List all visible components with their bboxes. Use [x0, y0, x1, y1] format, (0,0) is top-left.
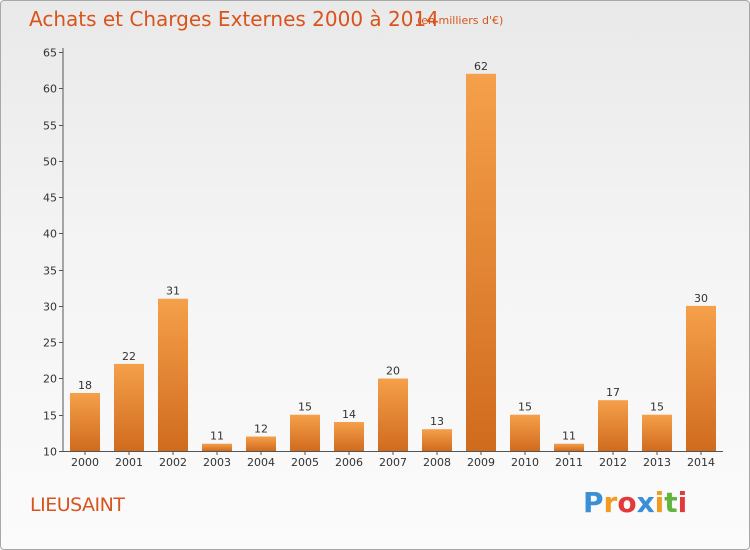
- y-tick-label: 50: [43, 156, 57, 169]
- bar: [686, 305, 716, 451]
- commune-name: LIEUSAINT: [30, 494, 125, 516]
- proxiti-logo: Proxiti: [583, 486, 687, 519]
- bar-value-label: 31: [166, 285, 180, 298]
- x-tick-label: 2006: [335, 456, 363, 469]
- bar: [554, 443, 584, 451]
- x-tick-label: 2000: [71, 456, 99, 469]
- x-tick-label: 2002: [159, 456, 187, 469]
- y-tick-label: 30: [43, 301, 57, 314]
- bar-value-label: 30: [694, 292, 708, 305]
- bar-value-label: 15: [650, 401, 664, 414]
- bar: [466, 73, 496, 452]
- logo-letter: i: [654, 486, 665, 519]
- bar: [114, 363, 144, 451]
- chart-axes: 10 15 20 25 30 35 40 45 50 55 60 65: [43, 47, 723, 459]
- bar-value-label: 14: [342, 408, 356, 421]
- bar-value-label: 11: [562, 430, 576, 443]
- logo-letter: x: [636, 486, 655, 519]
- bar: [598, 400, 628, 451]
- logo-letter: o: [617, 486, 637, 519]
- bar-value-label: 15: [298, 401, 312, 414]
- x-tick-label: 2004: [247, 456, 275, 469]
- bar: [202, 443, 232, 451]
- x-tick-label: 2005: [291, 456, 319, 469]
- bar: [422, 429, 452, 451]
- logo-letter: P: [583, 486, 604, 519]
- logo-letter: r: [603, 486, 618, 519]
- bar: [70, 393, 100, 451]
- x-tick-label: 2001: [115, 456, 143, 469]
- y-tick-label: 40: [43, 228, 57, 241]
- logo-letter: i: [677, 486, 688, 519]
- y-tick-label: 10: [43, 446, 57, 459]
- bar: [290, 414, 320, 451]
- x-tick-label: 2007: [379, 456, 407, 469]
- bar-value-label: 18: [78, 379, 92, 392]
- y-tick-label: 15: [43, 410, 57, 423]
- x-tick-label: 2014: [687, 456, 715, 469]
- bar-value-label: 13: [430, 415, 444, 428]
- bar: [246, 436, 276, 451]
- y-tick-label: 45: [43, 192, 57, 205]
- chart-title: Achats et Charges Externes 2000 à 2014: [29, 7, 439, 31]
- bar-value-label: 20: [386, 365, 400, 378]
- x-tick-label: 2003: [203, 456, 231, 469]
- chart-unit: (en milliers d'€): [417, 14, 504, 27]
- x-tick-label: 2010: [511, 456, 539, 469]
- y-tick-label: 65: [43, 47, 57, 60]
- bar-value-label: 62: [474, 60, 488, 73]
- y-tick-label: 55: [43, 120, 57, 133]
- bar-value-label: 15: [518, 401, 532, 414]
- bar: [642, 414, 672, 451]
- bar-value-label: 11: [210, 430, 224, 443]
- x-tick-label: 2013: [643, 456, 671, 469]
- bar: [158, 298, 188, 451]
- bar-value-label: 22: [122, 350, 136, 363]
- bar: [510, 414, 540, 451]
- x-tick-label: 2012: [599, 456, 627, 469]
- x-tick-label: 2011: [555, 456, 583, 469]
- bar-value-label: 12: [254, 423, 268, 436]
- y-tick-label: 25: [43, 337, 57, 350]
- chart-labels: 18 2000 22 2001 31 2002 11 2003 12 2004 15 2005 14 20…: [71, 60, 715, 469]
- chart-bars: [70, 73, 716, 452]
- x-tick-label: 2008: [423, 456, 451, 469]
- y-tick-label: 35: [43, 265, 57, 278]
- bar: [334, 422, 364, 451]
- bar: [378, 378, 408, 451]
- x-tick-label: 2009: [467, 456, 495, 469]
- y-tick-label: 60: [43, 83, 57, 96]
- y-tick-label: 20: [43, 373, 57, 386]
- logo-letter: t: [664, 486, 678, 519]
- bar-value-label: 17: [606, 386, 620, 399]
